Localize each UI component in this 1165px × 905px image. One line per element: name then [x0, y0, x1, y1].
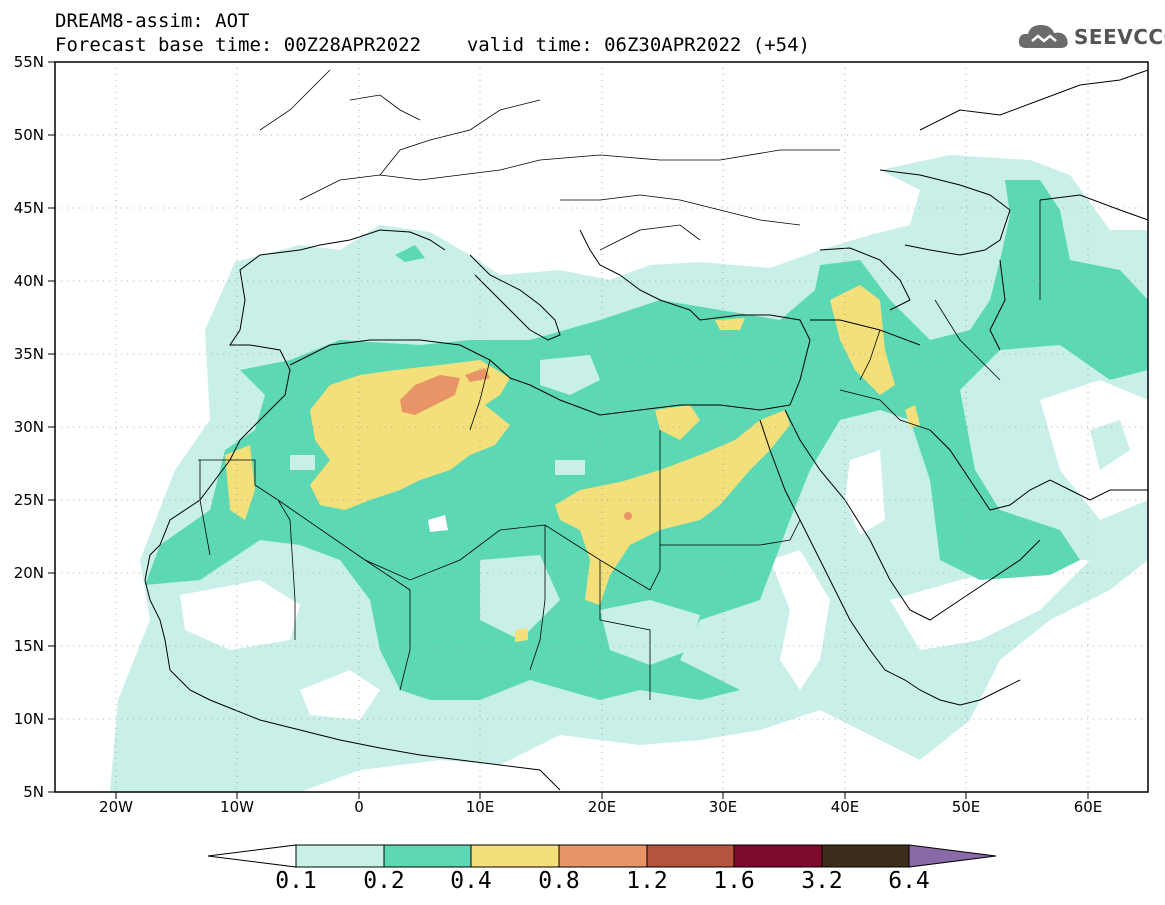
lon-label: 20W: [99, 798, 133, 816]
lat-label: 30N: [13, 418, 44, 436]
axis-ticks: [48, 61, 1089, 799]
lon-label: 50E: [951, 798, 981, 816]
valid-time: valid time: 06Z30APR2022 (+54): [466, 34, 810, 56]
colorbar: [207, 844, 997, 868]
forecast-times: Forecast base time: 00Z28APR2022 valid t…: [55, 34, 810, 56]
colorbar-under-arrow: [207, 844, 297, 868]
colorbar-over-arrow: [908, 844, 997, 868]
seevccc-logo: SEEVCCC: [1018, 22, 1165, 52]
coastlines: [144, 69, 1148, 791]
aot-region-medium: [145, 180, 1148, 700]
lon-label: 30E: [708, 798, 738, 816]
lat-label: 55N: [13, 53, 44, 71]
colorbar-label: 3.2: [801, 868, 843, 894]
colorbar-bin-4: [558, 844, 648, 868]
lon-label: 60E: [1073, 798, 1103, 816]
colorbar-label: 0.2: [363, 868, 405, 894]
colorbar-label: 0.1: [275, 868, 317, 894]
aot-contours: [110, 155, 1148, 792]
colorbar-bin-1: [295, 844, 385, 868]
logo-text: SEEVCCC: [1074, 25, 1165, 49]
lat-label: 10N: [13, 710, 44, 728]
lon-label: 10W: [220, 798, 254, 816]
colorbar-label: 6.4: [888, 868, 930, 894]
colorbar-label: 0.8: [538, 868, 580, 894]
lat-label: 50N: [13, 126, 44, 144]
lat-label: 5N: [23, 783, 44, 801]
colorbar-label: 0.4: [450, 868, 492, 894]
country-borders: [198, 69, 1041, 700]
colorbar-label: 1.2: [626, 868, 668, 894]
colorbar-bin-2: [383, 844, 472, 868]
aot-region-medium-north: [395, 245, 425, 262]
aot-region-high: [310, 360, 510, 510]
lat-label: 45N: [13, 199, 44, 217]
lon-label: 0: [354, 798, 364, 816]
colorbar-bin-3: [470, 844, 560, 868]
base-time: Forecast base time: 00Z28APR2022: [55, 34, 422, 56]
lat-label: 40N: [13, 272, 44, 290]
colorbar-bin-5: [646, 844, 735, 868]
cloud-icon: [1018, 25, 1068, 48]
colorbar-bin-7: [821, 844, 910, 868]
lat-label: 35N: [13, 345, 44, 363]
lat-label: 15N: [13, 637, 44, 655]
aot-region-very-high: [400, 375, 460, 415]
lon-label: 20E: [587, 798, 617, 816]
lon-label: 40E: [830, 798, 860, 816]
lat-label: 25N: [13, 491, 44, 509]
lat-label: 20N: [13, 564, 44, 582]
colorbar-bin-6: [733, 844, 823, 868]
colorbar-label: 1.6: [713, 868, 755, 894]
aot-region-high-east: [555, 410, 790, 605]
map-title: DREAM8-assim: AOT: [55, 10, 250, 32]
lon-label: 10E: [465, 798, 495, 816]
graticule: [55, 62, 1148, 792]
